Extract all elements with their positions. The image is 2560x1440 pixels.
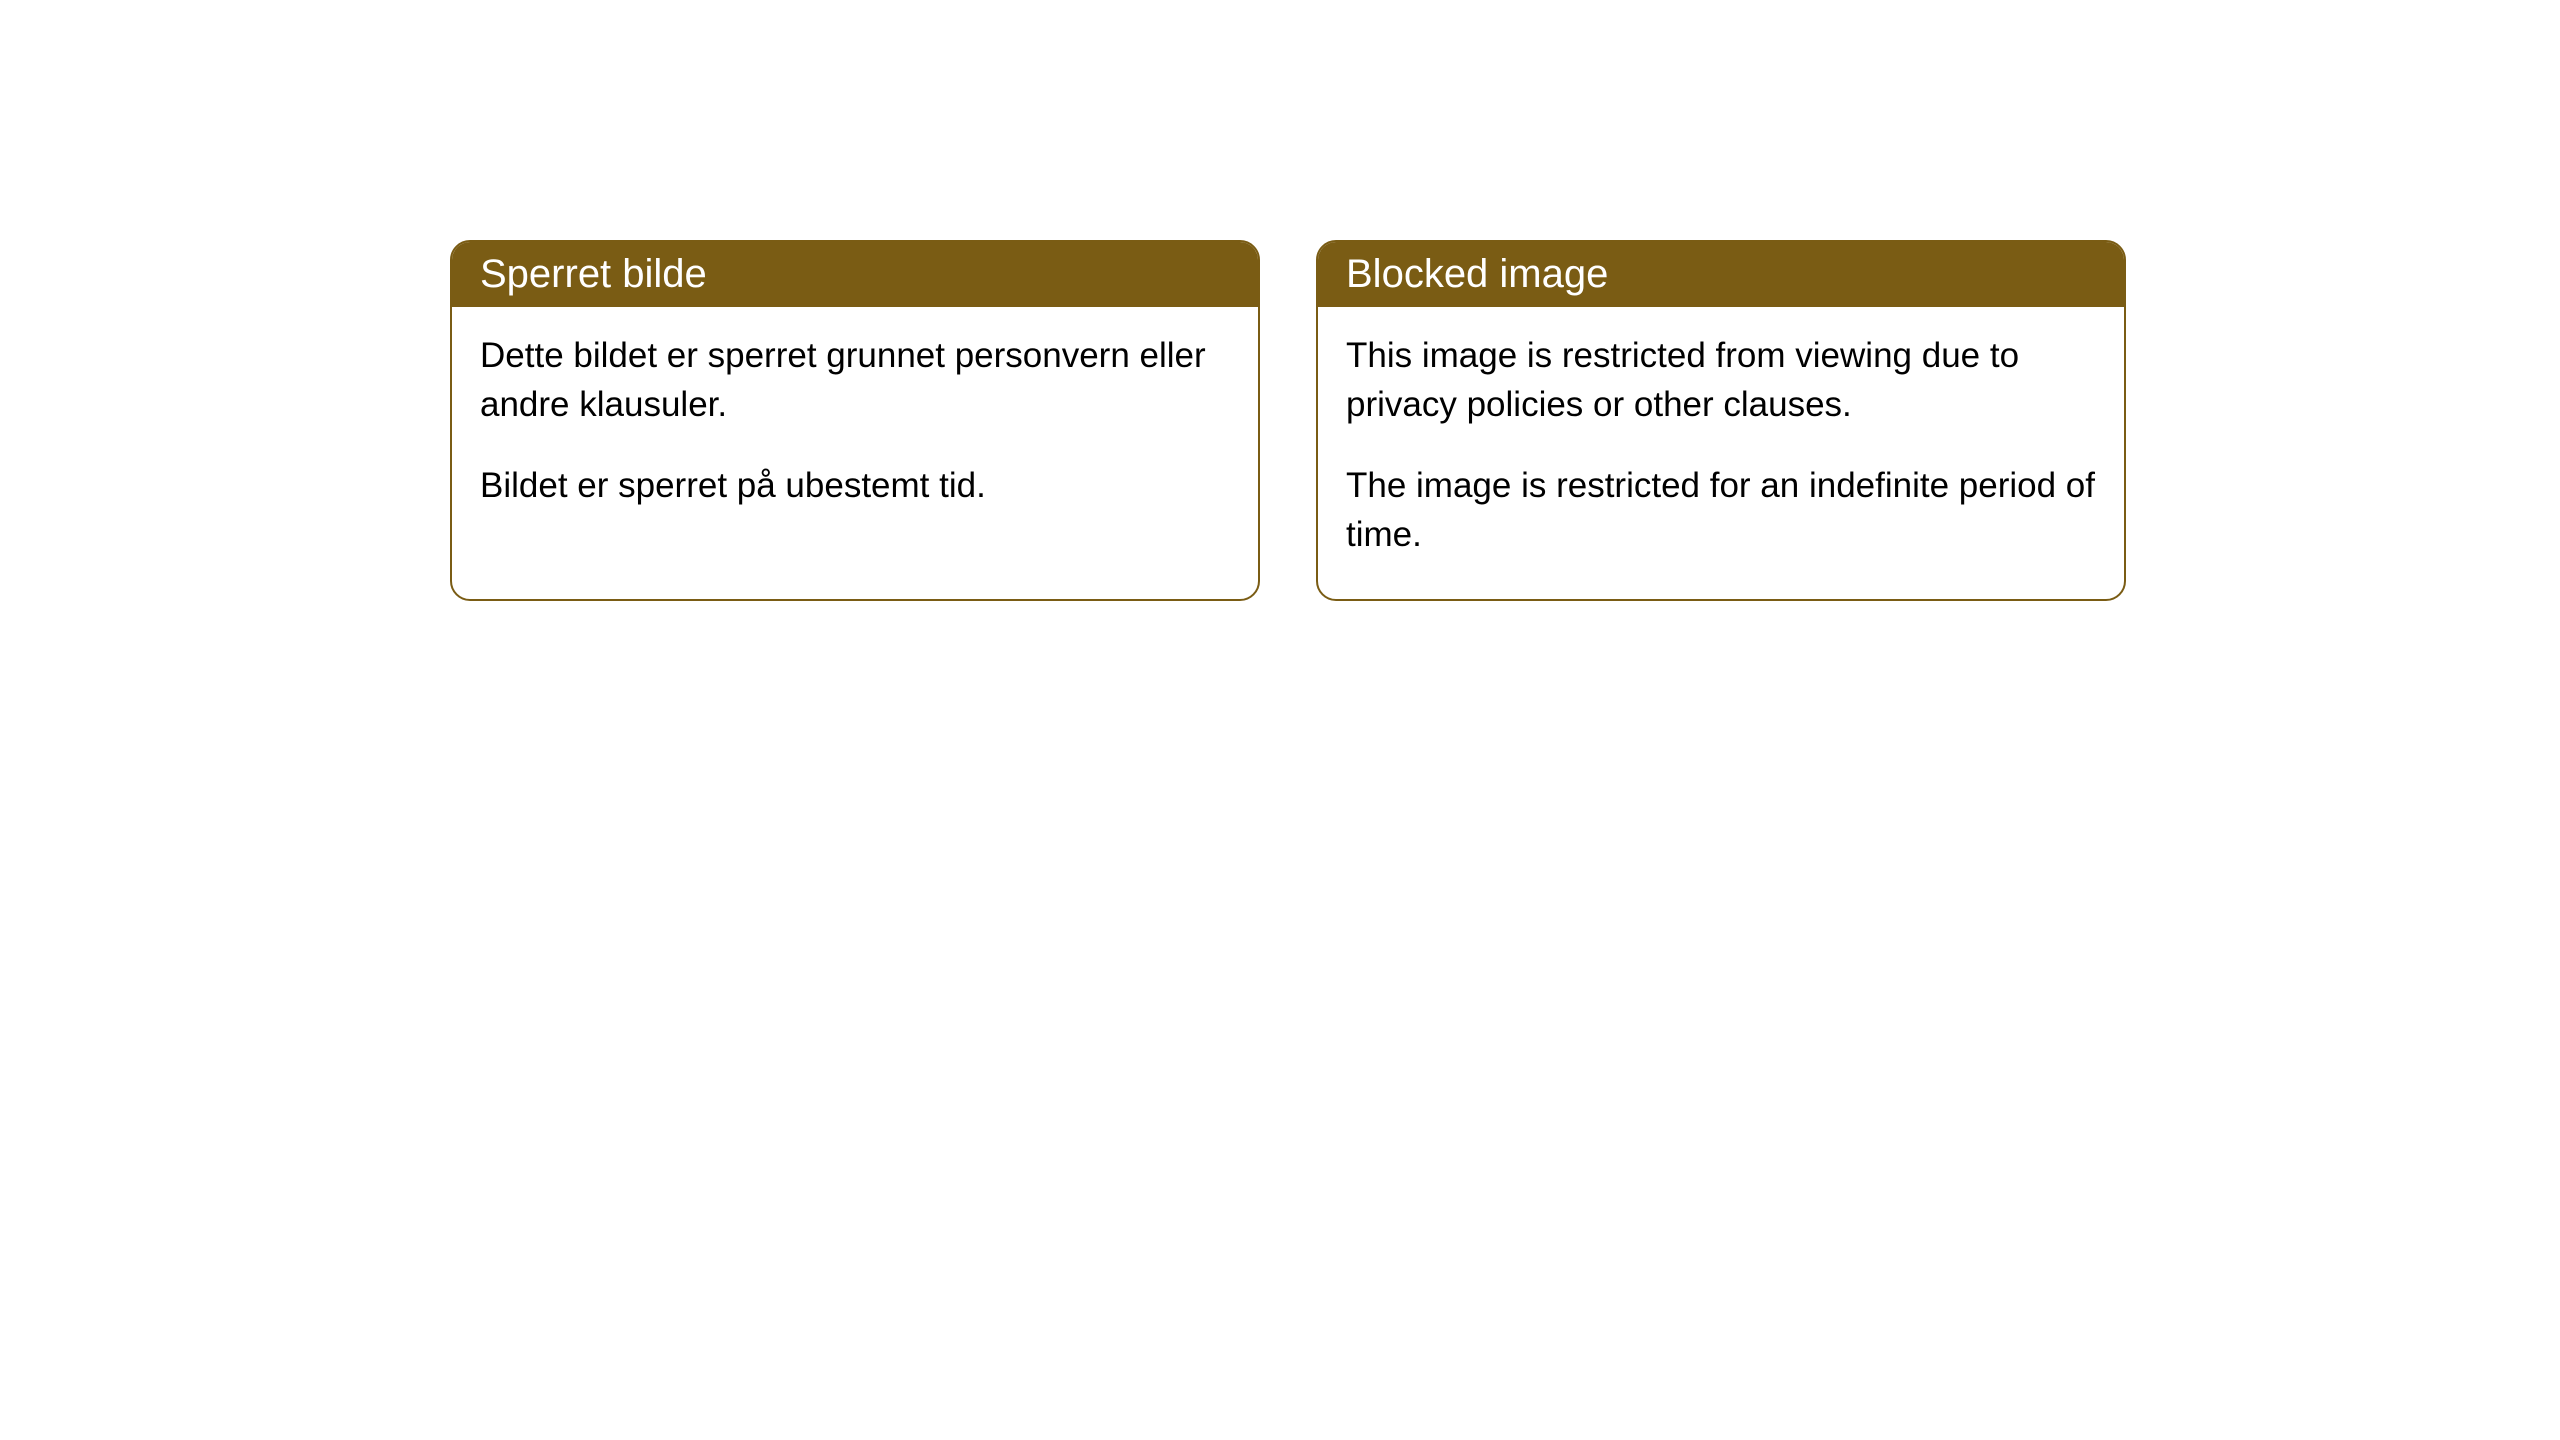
card-paragraph-2: The image is restricted for an indefinit…	[1346, 461, 2096, 559]
card-paragraph-1: Dette bildet er sperret grunnet personve…	[480, 331, 1230, 429]
card-header: Sperret bilde	[452, 242, 1258, 307]
card-english: Blocked image This image is restricted f…	[1316, 240, 2126, 601]
card-norwegian: Sperret bilde Dette bildet er sperret gr…	[450, 240, 1260, 601]
card-paragraph-2: Bildet er sperret på ubestemt tid.	[480, 461, 1230, 510]
cards-container: Sperret bilde Dette bildet er sperret gr…	[450, 240, 2126, 601]
card-header: Blocked image	[1318, 242, 2124, 307]
card-body: This image is restricted from viewing du…	[1318, 307, 2124, 599]
card-body: Dette bildet er sperret grunnet personve…	[452, 307, 1258, 550]
card-paragraph-1: This image is restricted from viewing du…	[1346, 331, 2096, 429]
